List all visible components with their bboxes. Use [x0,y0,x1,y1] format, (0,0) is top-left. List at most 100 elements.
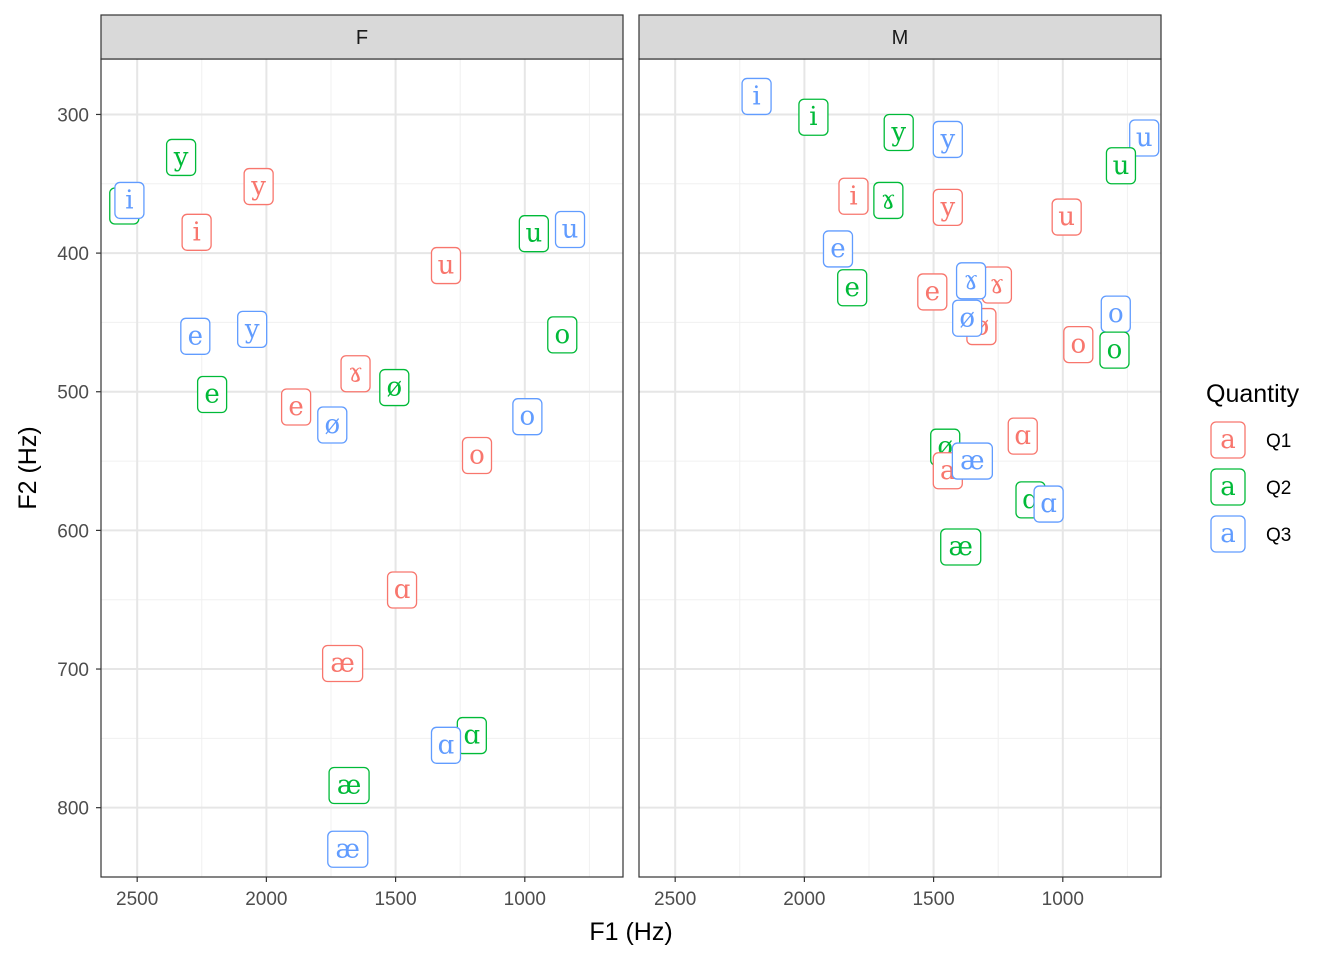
vowel-label: ɤ [964,266,979,296]
legend-key-glyph: a [1220,472,1236,502]
vowel-label-box [554,210,586,249]
vowel-label-box [798,98,829,136]
vowel-point: o [1063,325,1094,364]
vowel-label: y [890,117,906,147]
vowel-point: e [822,230,854,268]
vowel-point: æ [327,830,369,868]
vowel-point: i [838,177,869,215]
vowel-point: y [883,113,914,152]
vowel-point: æ [328,766,370,805]
vowel-label-box [1051,198,1082,236]
vowel-point: ø [952,299,983,337]
facet-strip-label: M [892,27,909,49]
vowel-label-box [873,181,904,220]
vowel-label: i [809,102,817,132]
vowel-point: u [430,246,462,285]
x-tick-label: 2500 [116,889,158,910]
vowel-label: y [244,314,260,344]
vowel-point: ɑ [1007,417,1038,455]
vowel-label-box [932,188,963,226]
x-tick-label: 2500 [654,889,696,910]
vowel-label: o [1070,330,1086,360]
vowel-label: a [940,456,956,486]
vowel-label: o [469,441,485,471]
vowel-label-box [430,246,462,285]
vowel-point: ɤ [955,262,987,300]
vowel-label: ɑ [463,721,480,751]
legend-key-box [1210,515,1246,553]
vowel-label-box [1007,417,1038,455]
panel-background [101,59,623,877]
vowel-label-box [940,528,982,566]
vowel-point: ø [317,406,348,444]
vowel-label-box [547,316,578,354]
vowel-label: u [525,219,542,249]
vowel-point: u [518,215,549,253]
chart-points: iiyiyeyeeøɤøuuuoooɑæɑɑææiiyyuuiɤyueeeɤɤø… [109,77,1160,868]
vowel-point: e [280,388,312,426]
vowel-label-box [379,368,410,407]
vowel-label-box [461,436,493,475]
vowel-label: ø [386,373,402,403]
vowel-point: i [798,98,829,136]
vowel-label-box [386,571,418,609]
vowel-label-box [512,398,543,436]
legend-label: Q1 [1266,431,1291,452]
vowel-label: ɤ [881,185,896,215]
vowel-label: æ [960,446,984,476]
vowel-label: y [939,192,955,222]
vowel-label-box [114,181,145,220]
vowel-label-box [243,167,274,206]
vowel-point: ɤ [873,181,904,220]
vowel-point: ɑ [386,571,418,609]
vowel-label: u [1058,202,1075,232]
vowel-point: o [461,436,493,475]
vowel-label: æ [949,532,973,562]
y-tick-label: 300 [57,105,89,126]
vowel-label-box [837,269,868,307]
vowel-point: y [237,310,268,349]
vowel-label: e [830,234,845,264]
vowel-label: ɑ [438,730,455,760]
vowel-label: ø [959,303,975,333]
vowel-label-box [1099,331,1130,369]
vowel-point: ø [379,368,410,407]
vowel-point: u [1129,119,1160,157]
x-tick-label: 1000 [504,889,546,910]
vowel-label: i [752,81,760,111]
vowel-label-box [741,77,772,116]
vowel-point: ɑ [1033,485,1064,523]
vowel-point: e [917,273,948,311]
legend-key-box [1210,421,1246,459]
vowel-label: o [520,402,536,432]
facet-strip [100,14,624,60]
vowel-point: ɤ [981,266,1013,304]
vowel-label: ɑ [394,575,411,605]
y-tick-label: 400 [57,244,89,265]
vowel-point: o [512,398,543,436]
vowel-point: e [196,375,228,414]
x-tick-label: 2000 [783,889,825,910]
vowel-label: ø [324,410,340,440]
vowel-point: ɤ [340,355,371,393]
vowel-label-box [1063,325,1094,364]
legend-key-glyph: a [1220,519,1236,549]
vowel-point: i [181,213,212,251]
vowel-label: ɑ [1040,489,1057,519]
vowel-label: o [1107,335,1123,365]
vowel-label: e [204,380,219,410]
y-tick-label: 800 [57,799,89,820]
vowel-label-box [1033,485,1064,523]
panel-background [639,59,1161,877]
vowel-point: æ [940,528,982,566]
vowel-label-box [838,177,869,215]
vowel-label: o [554,320,570,350]
vowel-point: o [1100,295,1131,333]
vowel-label-box [181,213,212,251]
vowel-point: e [180,317,211,355]
vowel-point: æ [951,442,994,480]
facet-strip [638,14,1162,60]
vowel-label: y [173,142,189,172]
vowel-label: e [188,321,203,351]
